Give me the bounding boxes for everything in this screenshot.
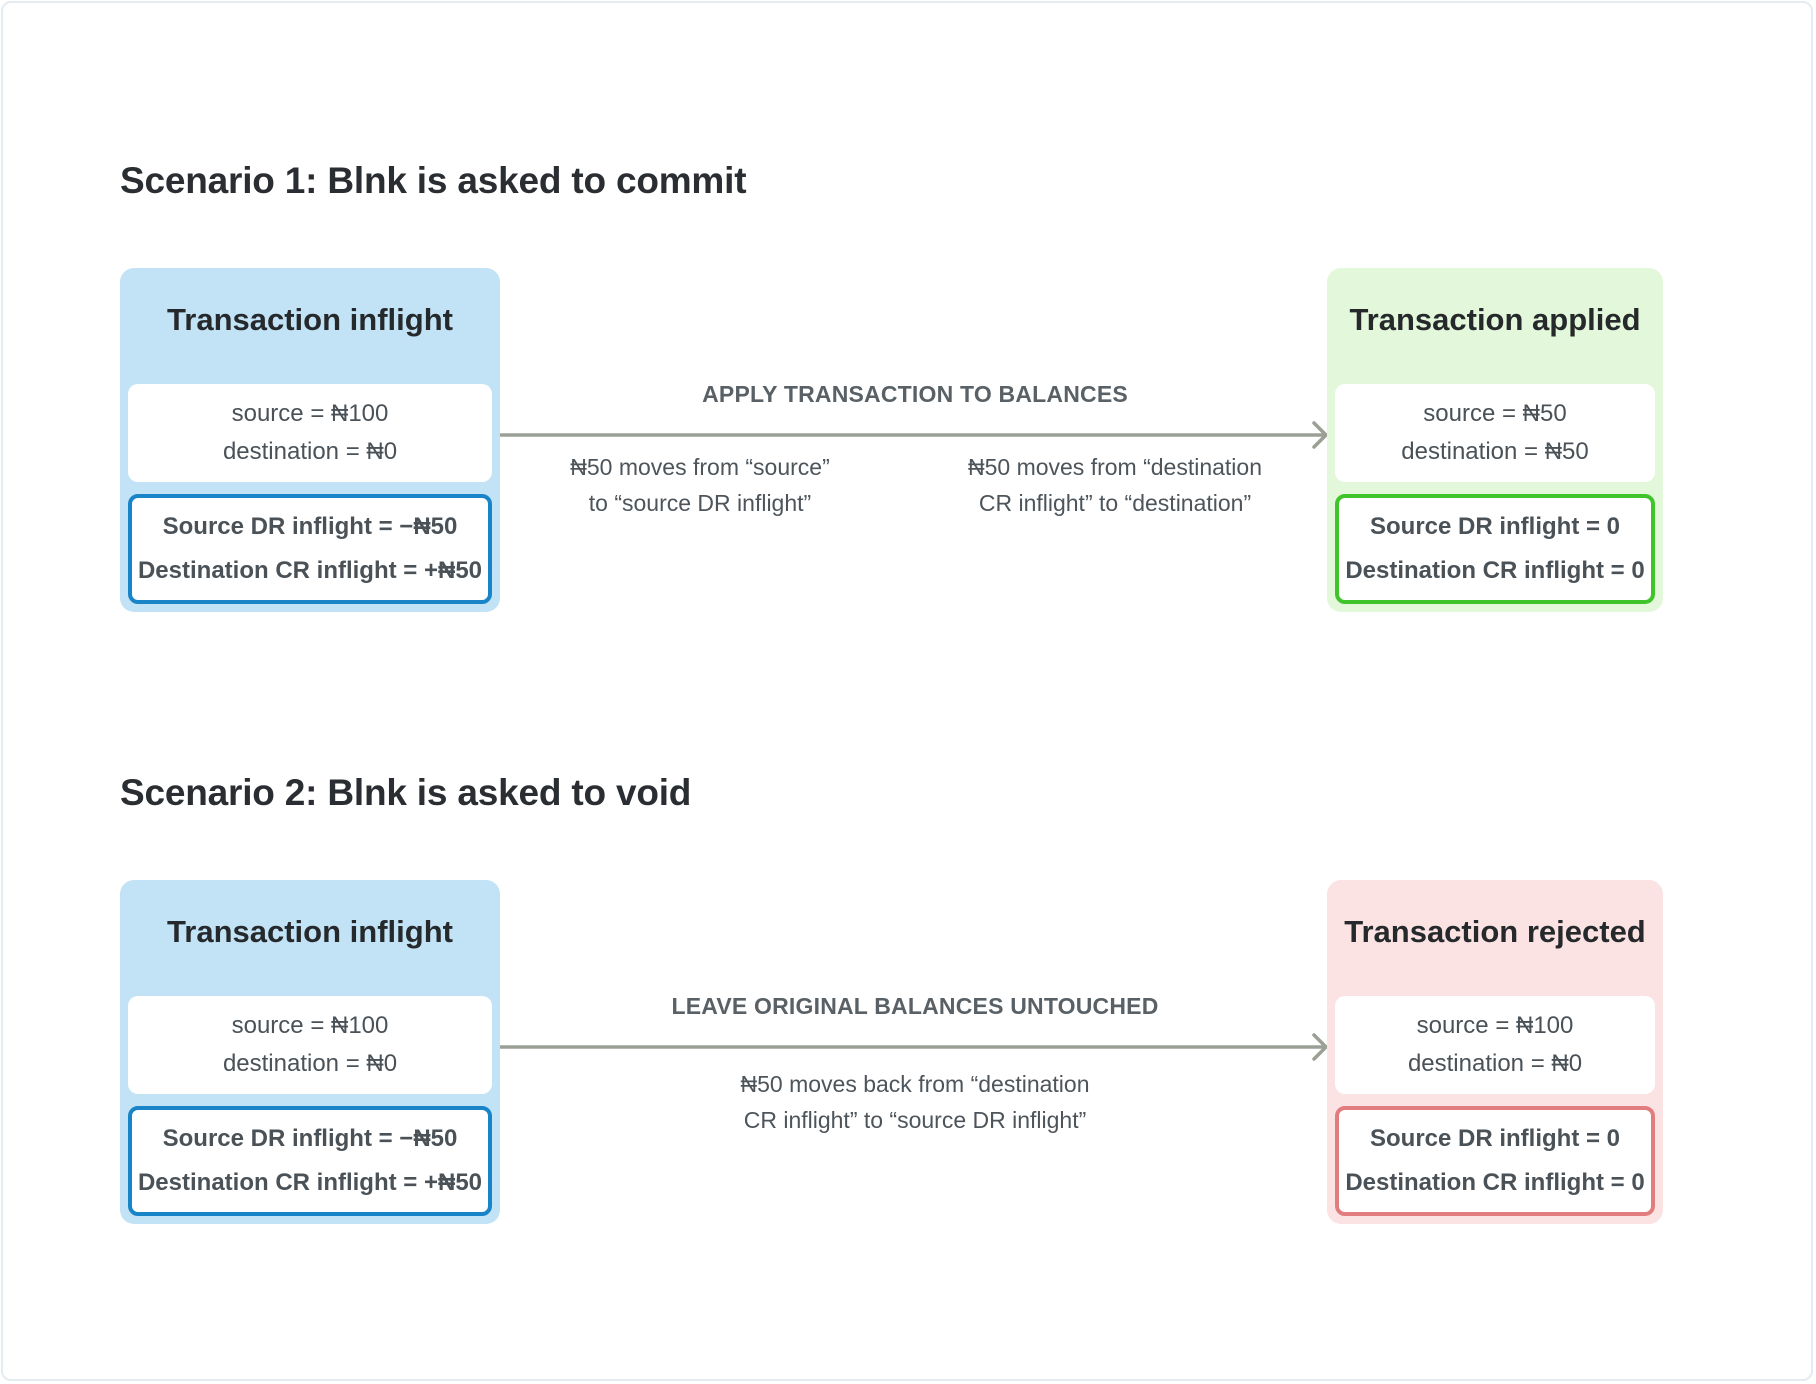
source-balance: source = ₦50 — [1423, 400, 1567, 427]
destination-balance: destination = ₦50 — [1401, 438, 1589, 465]
inflight-box: Source DR inflight = 0 Destination CR in… — [1335, 494, 1655, 604]
destination-balance: destination = ₦0 — [1407, 1050, 1583, 1077]
inflight-box: Source DR inflight = −₦50 Destination CR… — [128, 1106, 492, 1216]
source-dr-inflight: Source DR inflight = 0 — [1369, 513, 1621, 540]
scenario-1-inflight-card: Transaction inflight source = ₦100 desti… — [120, 268, 500, 612]
scenario-1-applied-card: Transaction applied source = ₦50 destina… — [1327, 268, 1663, 612]
destination-balance: destination = ₦0 — [222, 1050, 398, 1077]
source-balance: source = ₦100 — [231, 400, 389, 427]
note-line: CR inflight” to “destination” — [978, 490, 1252, 516]
source-balance: source = ₦100 — [231, 1012, 389, 1039]
scenario-2-note: ₦50 moves back from “destination CR infl… — [700, 1066, 1130, 1138]
card-title: Transaction applied — [1349, 302, 1641, 337]
card-title: Transaction inflight — [167, 302, 453, 337]
note-line: CR inflight” to “source DR inflight” — [743, 1107, 1087, 1133]
scenario-1-note-right: ₦50 moves from “destination CR inflight”… — [935, 449, 1295, 521]
balances-box: source = ₦100 destination = ₦0 — [1335, 996, 1655, 1094]
note-line: ₦50 moves back from “destination — [740, 1071, 1090, 1097]
destination-cr-inflight: Destination CR inflight = 0 — [1345, 557, 1645, 584]
scenario-1-arrow-label: APPLY TRANSACTION TO BALANCES — [702, 381, 1128, 407]
card-title: Transaction rejected — [1344, 914, 1646, 949]
scenario-2-arrow — [500, 1033, 1328, 1061]
destination-balance: destination = ₦0 — [222, 438, 398, 465]
card-title: Transaction inflight — [167, 914, 453, 949]
destination-cr-inflight: Destination CR inflight = +₦50 — [137, 1169, 483, 1196]
inflight-box: Source DR inflight = 0 Destination CR in… — [1335, 1106, 1655, 1216]
inflight-box: Source DR inflight = −₦50 Destination CR… — [128, 494, 492, 604]
note-line: ₦50 moves from “destination — [967, 454, 1262, 480]
balances-box: source = ₦100 destination = ₦0 — [128, 996, 492, 1094]
scenario-1-arrow — [500, 421, 1328, 449]
note-line: ₦50 moves from “source” — [570, 454, 830, 480]
scenario-2-rejected-card: Transaction rejected source = ₦100 desti… — [1327, 880, 1663, 1224]
source-dr-inflight: Source DR inflight = −₦50 — [162, 513, 458, 540]
scenario-2-arrow-label: LEAVE ORIGINAL BALANCES UNTOUCHED — [671, 993, 1159, 1019]
source-dr-inflight: Source DR inflight = −₦50 — [162, 1125, 458, 1152]
destination-cr-inflight: Destination CR inflight = 0 — [1345, 1169, 1645, 1196]
source-dr-inflight: Source DR inflight = 0 — [1369, 1125, 1621, 1152]
scenario-1-note-left: ₦50 moves from “source” to “source DR in… — [540, 449, 860, 521]
balances-box: source = ₦50 destination = ₦50 — [1335, 384, 1655, 482]
scenario-1-title: Scenario 1: Blnk is asked to commit — [120, 160, 747, 201]
source-balance: source = ₦100 — [1416, 1012, 1574, 1039]
destination-cr-inflight: Destination CR inflight = +₦50 — [137, 557, 483, 584]
scenario-2-inflight-card: Transaction inflight source = ₦100 desti… — [120, 880, 500, 1224]
note-line: to “source DR inflight” — [588, 490, 812, 516]
scenario-2-title: Scenario 2: Blnk is asked to void — [120, 772, 692, 813]
balances-box: source = ₦100 destination = ₦0 — [128, 384, 492, 482]
